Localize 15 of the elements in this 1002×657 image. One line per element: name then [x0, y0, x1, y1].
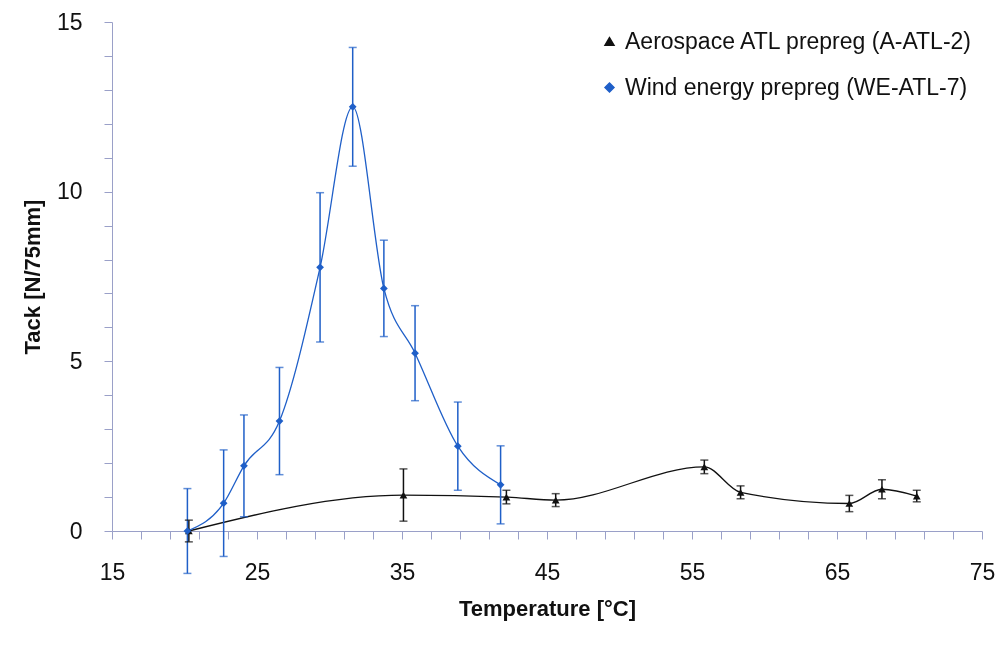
legend-label: Aerospace ATL prepreg (A-ATL-2) [625, 27, 971, 54]
x-tick-label: 25 [244, 558, 271, 585]
x-tick-label: 65 [824, 558, 851, 585]
x-tick-label: 45 [534, 558, 561, 585]
x-tick-label: 35 [389, 558, 416, 585]
x-tick-label: 55 [679, 558, 706, 585]
y-tick-label: 15 [56, 8, 83, 35]
y-tick-label: 0 [69, 517, 83, 544]
y-tick-label: 10 [56, 178, 83, 205]
x-axis-title: Temperature [°C] [458, 595, 637, 621]
y-axis-title: Tack [N/75mm] [19, 199, 45, 355]
y-tick-label: 5 [69, 347, 83, 374]
x-tick-label: 15 [99, 558, 126, 585]
x-tick-label: 75 [969, 558, 996, 585]
legend-label: Wind energy prepreg (WE-ATL-7) [625, 73, 968, 100]
